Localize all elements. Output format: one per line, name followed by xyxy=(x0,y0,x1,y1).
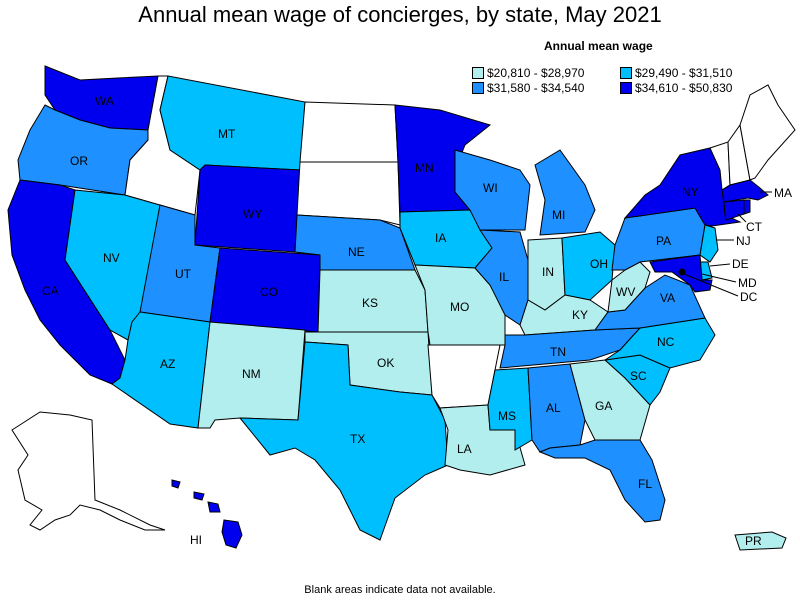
legend-item-2: $29,490 - $31,510 xyxy=(620,66,732,80)
callout-line-md xyxy=(701,273,737,283)
state-pr[interactable] xyxy=(734,531,787,551)
label-hi: HI xyxy=(190,533,202,547)
label-ms: MS xyxy=(498,409,516,423)
label-ky: KY xyxy=(572,308,588,322)
label-ut: UT xyxy=(175,267,192,281)
state-hi-oahu[interactable] xyxy=(171,479,181,489)
label-wa: WA xyxy=(95,94,114,108)
state-hi-maui[interactable] xyxy=(207,501,221,513)
state-mt[interactable] xyxy=(159,75,306,171)
legend-swatch-3 xyxy=(472,82,484,94)
state-hi[interactable] xyxy=(221,519,243,549)
callout-line-de xyxy=(709,263,731,267)
label-ma: MA xyxy=(774,186,792,200)
state-wi[interactable] xyxy=(454,149,531,231)
state-hi-molokai[interactable] xyxy=(193,491,205,501)
label-sc: SC xyxy=(630,369,647,383)
label-co: CO xyxy=(260,285,278,299)
state-nj[interactable] xyxy=(699,224,719,263)
legend-label-3: $31,580 - $34,540 xyxy=(487,81,585,95)
label-mi: MI xyxy=(552,208,565,222)
label-ca: CA xyxy=(42,284,59,298)
label-al: AL xyxy=(546,401,561,415)
legend-swatch-4 xyxy=(620,82,632,94)
label-tx: TX xyxy=(350,432,365,446)
callout-line-ct xyxy=(737,213,747,223)
legend-label-1: $20,810 - $28,970 xyxy=(487,66,585,80)
state-nd[interactable] xyxy=(299,101,399,163)
legend-title: Annual mean wage xyxy=(544,39,653,53)
state-nm[interactable] xyxy=(197,321,306,429)
state-me[interactable] xyxy=(739,84,796,181)
state-ma[interactable] xyxy=(721,179,769,203)
state-tx[interactable] xyxy=(238,341,449,541)
legend-item-1: $20,810 - $28,970 xyxy=(472,66,584,80)
state-dc[interactable] xyxy=(678,268,686,276)
legend-item-4: $34,610 - $50,830 xyxy=(620,81,732,95)
label-va: VA xyxy=(660,291,675,305)
state-wy[interactable] xyxy=(194,164,301,253)
label-ks: KS xyxy=(362,296,378,310)
label-nm: NM xyxy=(242,367,261,381)
label-wv: WV xyxy=(616,285,635,299)
label-nv: NV xyxy=(103,251,120,265)
label-or: OR xyxy=(70,154,88,168)
label-mo: MO xyxy=(450,300,469,314)
state-il[interactable] xyxy=(474,229,529,326)
label-de: DE xyxy=(732,257,749,271)
legend-label-4: $34,610 - $50,830 xyxy=(635,81,733,95)
label-mt: MT xyxy=(218,127,236,141)
legend-item-3: $31,580 - $34,540 xyxy=(472,81,584,95)
label-az: AZ xyxy=(160,357,175,371)
legend-swatch-2 xyxy=(620,67,632,79)
label-mn: MN xyxy=(415,161,434,175)
label-nj: NJ xyxy=(736,234,751,248)
state-mi[interactable] xyxy=(534,149,596,236)
legend-swatch-1 xyxy=(472,67,484,79)
state-ri[interactable] xyxy=(743,199,751,215)
label-pa: PA xyxy=(656,234,671,248)
label-ia: IA xyxy=(435,231,446,245)
label-il: IL xyxy=(499,270,509,284)
label-ga: GA xyxy=(595,399,612,413)
label-wy: WY xyxy=(243,207,262,221)
legend-label-2: $29,490 - $31,510 xyxy=(635,66,733,80)
label-la: LA xyxy=(457,442,472,456)
state-ak[interactable] xyxy=(11,411,166,531)
label-ok: OK xyxy=(377,356,394,370)
map-title: Annual mean wage of concierges, by state… xyxy=(138,2,662,27)
label-nc: NC xyxy=(657,335,675,349)
label-tn: TN xyxy=(550,345,566,359)
footnote: Blank areas indicate data not available. xyxy=(304,584,496,596)
callout-line-dc xyxy=(683,273,739,297)
state-sd[interactable] xyxy=(296,161,401,226)
state-wv[interactable] xyxy=(607,261,651,313)
label-ne: NE xyxy=(348,245,365,259)
label-wi: WI xyxy=(483,181,498,195)
label-md: MD xyxy=(738,276,757,290)
label-in: IN xyxy=(542,265,554,279)
label-ct: CT xyxy=(746,220,763,234)
label-ny: NY xyxy=(682,185,699,199)
label-fl: FL xyxy=(638,477,652,491)
label-dc: DC xyxy=(740,290,758,304)
state-fl[interactable] xyxy=(538,439,666,523)
label-pr: PR xyxy=(745,534,762,548)
label-oh: OH xyxy=(590,257,608,271)
